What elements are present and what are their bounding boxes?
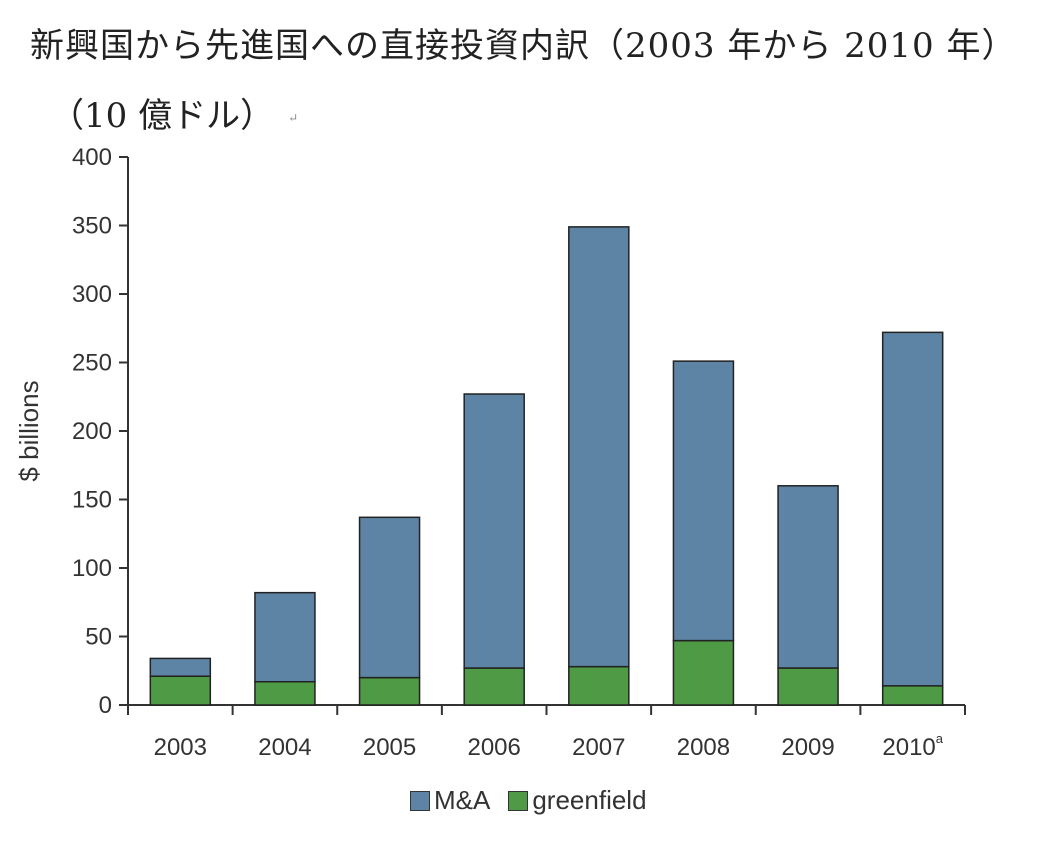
y-tick-label: 150 xyxy=(72,487,112,514)
legend-item-ma: M&A xyxy=(410,785,490,816)
chart-labels: 0 50 100 150 200 250 300 350 400 $ billions 2003 20… xyxy=(14,144,944,761)
y-tick-label: 50 xyxy=(85,624,112,651)
bar-greenfield-2004 xyxy=(254,680,316,706)
bar-ma-2005 xyxy=(358,516,421,679)
y-tick-label: 100 xyxy=(72,555,112,582)
bar-greenfield-2003 xyxy=(149,675,212,706)
bar-greenfield-2006 xyxy=(463,667,525,706)
chart-subtitle: （10 億ドル） ↵ xyxy=(50,94,298,140)
bar-ma-2007 xyxy=(568,226,630,668)
y-axis-label: $ billions xyxy=(14,380,44,481)
bar-greenfield-2007 xyxy=(568,665,630,706)
y-tick-label: 0 xyxy=(99,692,112,719)
x-tick-label: 2004 xyxy=(258,734,311,761)
y-tick-label: 300 xyxy=(72,281,112,308)
y-tick-label: 400 xyxy=(72,144,112,171)
x-tick-label: 2008 xyxy=(677,734,730,761)
unit-label: （10 億ドル） xyxy=(50,96,275,136)
x-tick-superscript: a xyxy=(936,731,944,746)
legend-swatch-greenfield xyxy=(508,790,529,811)
legend-item-greenfield: greenfield xyxy=(508,785,647,816)
x-tick-label: 2003 xyxy=(154,734,207,761)
chart-legend: M&A greenfield xyxy=(410,785,665,816)
bar-ma-2008 xyxy=(672,360,735,642)
x-tick-label: 2010a xyxy=(882,731,943,761)
x-tick-label: 2005 xyxy=(363,734,416,761)
chart-title: 新興国から先進国への直接投資内訳（2003 年から 2010 年） xyxy=(30,26,1017,66)
y-tick-label: 250 xyxy=(72,350,112,377)
chart-bars xyxy=(149,226,944,706)
bar-ma-2003 xyxy=(149,657,212,677)
bar-greenfield-2010 xyxy=(881,685,944,706)
legend-label-greenfield: greenfield xyxy=(532,785,647,815)
x-tick-label: 2007 xyxy=(572,734,625,761)
bar-ma-2004 xyxy=(254,591,316,683)
paragraph-mark: ↵ xyxy=(288,111,299,125)
legend-swatch-ma xyxy=(410,790,430,811)
bar-greenfield-2008 xyxy=(672,639,735,706)
bar-ma-2006 xyxy=(463,393,525,669)
y-tick-label: 350 xyxy=(72,213,112,240)
bar-greenfield-2009 xyxy=(777,667,839,706)
x-tick-label: 2009 xyxy=(781,734,834,761)
x-tick-label: 2006 xyxy=(467,734,520,761)
bar-ma-2009 xyxy=(777,485,839,669)
y-tick-label: 200 xyxy=(72,418,112,445)
bar-ma-2010 xyxy=(881,331,944,687)
bar-greenfield-2005 xyxy=(358,676,421,706)
legend-label-ma: M&A xyxy=(434,785,491,815)
